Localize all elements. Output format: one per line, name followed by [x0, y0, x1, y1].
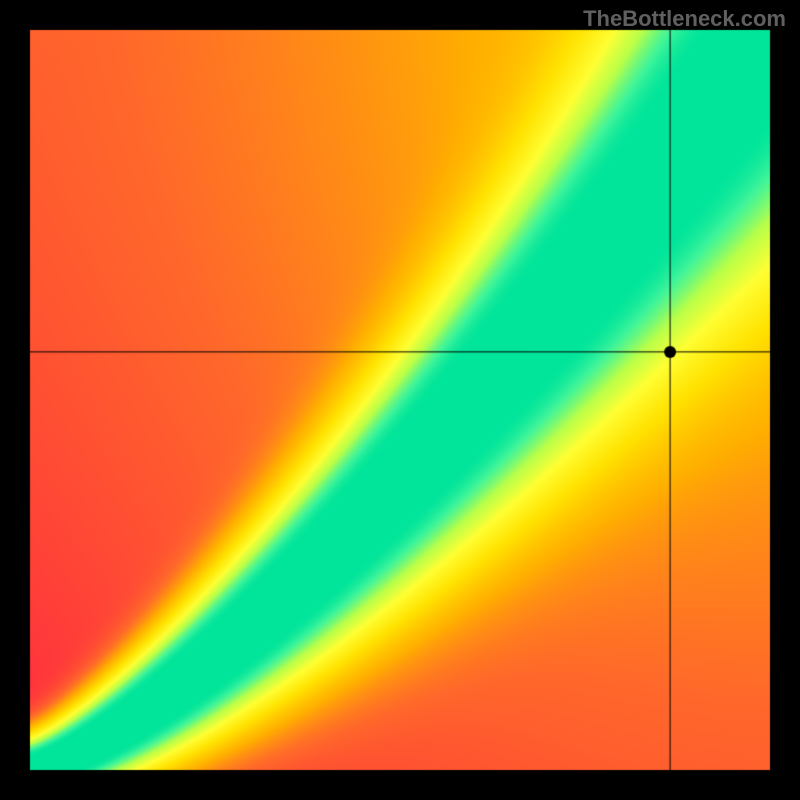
- bottleneck-heatmap: [0, 0, 800, 800]
- attribution-text: TheBottleneck.com: [583, 6, 786, 32]
- chart-container: TheBottleneck.com: [0, 0, 800, 800]
